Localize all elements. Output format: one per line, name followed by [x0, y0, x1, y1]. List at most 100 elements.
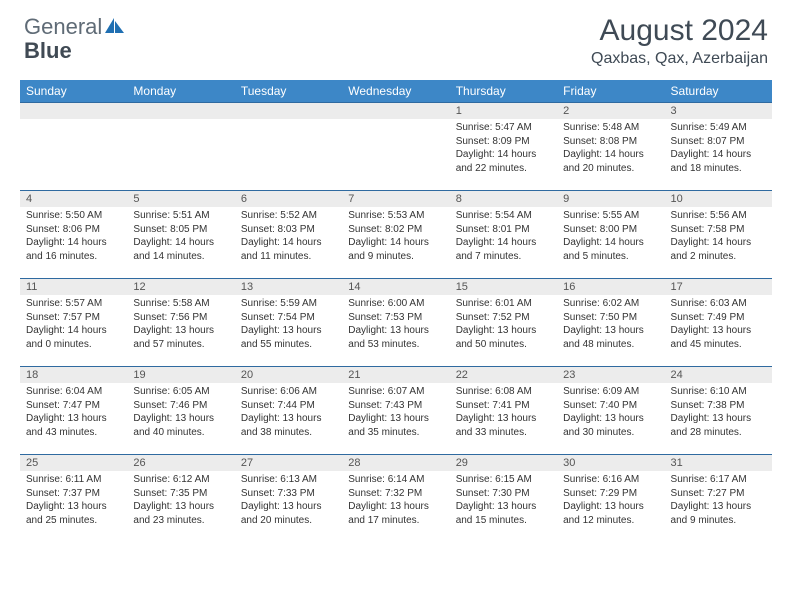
calendar-day-cell: 22Sunrise: 6:08 AMSunset: 7:41 PMDayligh…	[450, 367, 557, 455]
day-number	[127, 103, 234, 119]
sunset-text: Sunset: 8:07 PM	[671, 135, 766, 149]
calendar-week-row: 18Sunrise: 6:04 AMSunset: 7:47 PMDayligh…	[20, 367, 772, 455]
sunset-text: Sunset: 7:50 PM	[563, 311, 658, 325]
daylight-text: Daylight: 14 hours and 20 minutes.	[563, 148, 658, 175]
weekday-header: Thursday	[450, 80, 557, 103]
daylight-text: Daylight: 14 hours and 14 minutes.	[133, 236, 228, 263]
day-details: Sunrise: 6:00 AMSunset: 7:53 PMDaylight:…	[342, 295, 449, 354]
day-details: Sunrise: 5:59 AMSunset: 7:54 PMDaylight:…	[235, 295, 342, 354]
sunset-text: Sunset: 7:33 PM	[241, 487, 336, 501]
weekday-header: Wednesday	[342, 80, 449, 103]
day-number: 24	[665, 367, 772, 383]
sunrise-text: Sunrise: 6:16 AM	[563, 473, 658, 487]
sunrise-text: Sunrise: 6:06 AM	[241, 385, 336, 399]
day-details: Sunrise: 6:17 AMSunset: 7:27 PMDaylight:…	[665, 471, 772, 530]
weekday-header: Sunday	[20, 80, 127, 103]
title-block: August 2024 Qaxbas, Qax, Azerbaijan	[591, 14, 768, 68]
calendar-day-cell	[20, 103, 127, 191]
day-details: Sunrise: 6:15 AMSunset: 7:30 PMDaylight:…	[450, 471, 557, 530]
daylight-text: Daylight: 13 hours and 28 minutes.	[671, 412, 766, 439]
day-number: 8	[450, 191, 557, 207]
daylight-text: Daylight: 13 hours and 45 minutes.	[671, 324, 766, 351]
daylight-text: Daylight: 14 hours and 7 minutes.	[456, 236, 551, 263]
day-details: Sunrise: 6:02 AMSunset: 7:50 PMDaylight:…	[557, 295, 664, 354]
day-details: Sunrise: 6:06 AMSunset: 7:44 PMDaylight:…	[235, 383, 342, 442]
daylight-text: Daylight: 13 hours and 40 minutes.	[133, 412, 228, 439]
daylight-text: Daylight: 13 hours and 48 minutes.	[563, 324, 658, 351]
calendar-day-cell: 24Sunrise: 6:10 AMSunset: 7:38 PMDayligh…	[665, 367, 772, 455]
sunset-text: Sunset: 7:53 PM	[348, 311, 443, 325]
calendar-day-cell: 3Sunrise: 5:49 AMSunset: 8:07 PMDaylight…	[665, 103, 772, 191]
calendar-day-cell: 18Sunrise: 6:04 AMSunset: 7:47 PMDayligh…	[20, 367, 127, 455]
sunset-text: Sunset: 7:32 PM	[348, 487, 443, 501]
calendar-day-cell: 7Sunrise: 5:53 AMSunset: 8:02 PMDaylight…	[342, 191, 449, 279]
sunset-text: Sunset: 8:03 PM	[241, 223, 336, 237]
day-details: Sunrise: 5:54 AMSunset: 8:01 PMDaylight:…	[450, 207, 557, 266]
day-details: Sunrise: 5:57 AMSunset: 7:57 PMDaylight:…	[20, 295, 127, 354]
calendar-day-cell	[127, 103, 234, 191]
calendar-day-cell: 30Sunrise: 6:16 AMSunset: 7:29 PMDayligh…	[557, 455, 664, 543]
header: General August 2024 Qaxbas, Qax, Azerbai…	[0, 0, 792, 76]
sunset-text: Sunset: 7:29 PM	[563, 487, 658, 501]
calendar-day-cell: 2Sunrise: 5:48 AMSunset: 8:08 PMDaylight…	[557, 103, 664, 191]
day-number: 12	[127, 279, 234, 295]
calendar-day-cell: 17Sunrise: 6:03 AMSunset: 7:49 PMDayligh…	[665, 279, 772, 367]
sunset-text: Sunset: 8:06 PM	[26, 223, 121, 237]
day-details: Sunrise: 6:13 AMSunset: 7:33 PMDaylight:…	[235, 471, 342, 530]
calendar-day-cell: 20Sunrise: 6:06 AMSunset: 7:44 PMDayligh…	[235, 367, 342, 455]
sunset-text: Sunset: 7:57 PM	[26, 311, 121, 325]
daylight-text: Daylight: 13 hours and 43 minutes.	[26, 412, 121, 439]
calendar-day-cell: 10Sunrise: 5:56 AMSunset: 7:58 PMDayligh…	[665, 191, 772, 279]
day-number: 22	[450, 367, 557, 383]
daylight-text: Daylight: 13 hours and 15 minutes.	[456, 500, 551, 527]
sunrise-text: Sunrise: 6:17 AM	[671, 473, 766, 487]
calendar-day-cell: 4Sunrise: 5:50 AMSunset: 8:06 PMDaylight…	[20, 191, 127, 279]
calendar-week-row: 25Sunrise: 6:11 AMSunset: 7:37 PMDayligh…	[20, 455, 772, 543]
daylight-text: Daylight: 13 hours and 25 minutes.	[26, 500, 121, 527]
daylight-text: Daylight: 14 hours and 11 minutes.	[241, 236, 336, 263]
sunrise-text: Sunrise: 5:50 AM	[26, 209, 121, 223]
sunset-text: Sunset: 7:30 PM	[456, 487, 551, 501]
sunrise-text: Sunrise: 6:15 AM	[456, 473, 551, 487]
day-number: 29	[450, 455, 557, 471]
day-details: Sunrise: 6:08 AMSunset: 7:41 PMDaylight:…	[450, 383, 557, 442]
sunrise-text: Sunrise: 5:49 AM	[671, 121, 766, 135]
day-details: Sunrise: 5:50 AMSunset: 8:06 PMDaylight:…	[20, 207, 127, 266]
calendar-day-cell: 15Sunrise: 6:01 AMSunset: 7:52 PMDayligh…	[450, 279, 557, 367]
day-number: 14	[342, 279, 449, 295]
sunset-text: Sunset: 8:01 PM	[456, 223, 551, 237]
day-number: 25	[20, 455, 127, 471]
sunrise-text: Sunrise: 6:13 AM	[241, 473, 336, 487]
day-number	[235, 103, 342, 119]
day-number	[20, 103, 127, 119]
sunset-text: Sunset: 8:00 PM	[563, 223, 658, 237]
weekday-header: Saturday	[665, 80, 772, 103]
day-number: 20	[235, 367, 342, 383]
calendar-day-cell: 19Sunrise: 6:05 AMSunset: 7:46 PMDayligh…	[127, 367, 234, 455]
sunrise-text: Sunrise: 6:07 AM	[348, 385, 443, 399]
sunrise-text: Sunrise: 5:52 AM	[241, 209, 336, 223]
day-details: Sunrise: 5:56 AMSunset: 7:58 PMDaylight:…	[665, 207, 772, 266]
day-details: Sunrise: 5:53 AMSunset: 8:02 PMDaylight:…	[342, 207, 449, 266]
sunset-text: Sunset: 8:08 PM	[563, 135, 658, 149]
day-number: 13	[235, 279, 342, 295]
sunset-text: Sunset: 7:41 PM	[456, 399, 551, 413]
calendar-week-row: 1Sunrise: 5:47 AMSunset: 8:09 PMDaylight…	[20, 103, 772, 191]
weekday-header: Tuesday	[235, 80, 342, 103]
logo-sail-icon	[104, 16, 126, 34]
day-number: 4	[20, 191, 127, 207]
sunrise-text: Sunrise: 6:01 AM	[456, 297, 551, 311]
calendar-day-cell: 13Sunrise: 5:59 AMSunset: 7:54 PMDayligh…	[235, 279, 342, 367]
sunset-text: Sunset: 7:46 PM	[133, 399, 228, 413]
day-number: 6	[235, 191, 342, 207]
day-number: 7	[342, 191, 449, 207]
daylight-text: Daylight: 14 hours and 0 minutes.	[26, 324, 121, 351]
sunset-text: Sunset: 7:43 PM	[348, 399, 443, 413]
day-details: Sunrise: 6:10 AMSunset: 7:38 PMDaylight:…	[665, 383, 772, 442]
sunset-text: Sunset: 7:27 PM	[671, 487, 766, 501]
month-title: August 2024	[591, 14, 768, 48]
day-number: 31	[665, 455, 772, 471]
sunset-text: Sunset: 7:40 PM	[563, 399, 658, 413]
sunrise-text: Sunrise: 6:09 AM	[563, 385, 658, 399]
day-number: 30	[557, 455, 664, 471]
